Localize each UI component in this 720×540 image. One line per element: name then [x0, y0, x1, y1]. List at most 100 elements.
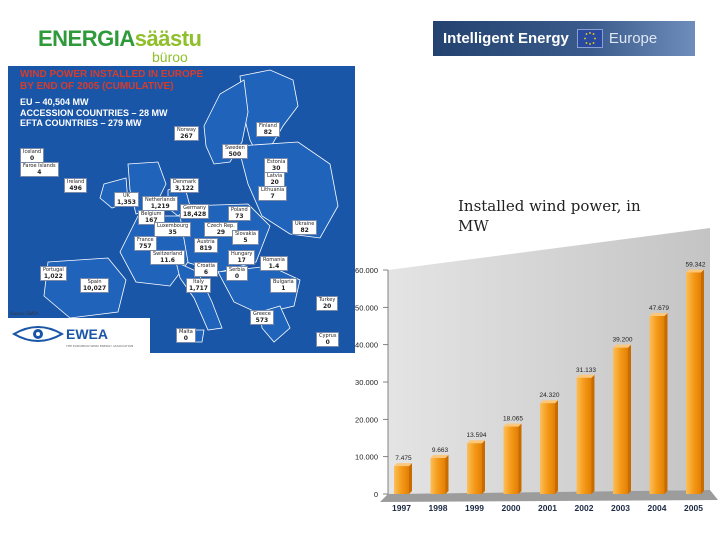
intelligent-energy-europe-logo: Intelligent Energy Europe [433, 21, 695, 56]
map-country-label: Greece 573 [250, 310, 274, 325]
country-name: Netherlands [145, 197, 176, 203]
country-value: 6 [203, 269, 209, 276]
country-name: Germany [183, 205, 207, 211]
country-name: Serbia [229, 267, 245, 273]
country-value: 3,122 [175, 185, 194, 192]
country-name: Ireland [67, 179, 85, 185]
map-country-label: Lithuania 7 [258, 186, 288, 201]
bar-side [701, 269, 704, 494]
bar-value-label: 47.679 [649, 305, 669, 312]
country-name: Poland [231, 207, 248, 213]
x-tick-label: 1999 [465, 503, 484, 513]
country-value: 29 [216, 229, 226, 236]
ewea-eye-icon [12, 326, 64, 342]
country-value: 73 [235, 213, 244, 220]
x-tick-label: 1997 [392, 503, 411, 513]
country-name: Faroe Islands [23, 163, 56, 169]
country-value: 35 [168, 229, 177, 236]
country-name: Italy [193, 279, 204, 285]
y-tick-label: 30.000 [355, 378, 378, 387]
bar-value-label: 18.065 [503, 416, 523, 423]
country-name: Denmark [173, 179, 196, 185]
bar-value-label: 24.320 [540, 392, 560, 399]
country-value: 573 [255, 317, 269, 324]
bar-top [503, 423, 522, 427]
country-name: Lithuania [261, 187, 285, 193]
country-value: 0 [183, 335, 188, 342]
bar-front [576, 377, 592, 494]
bar-top [613, 344, 631, 348]
bar-side [518, 423, 522, 494]
country-value: 0 [325, 339, 330, 346]
map-country-label: Czech Rep. 29 [204, 222, 238, 237]
map-country-label: Italy 1,717 [186, 278, 211, 293]
energia-saastu-logo: ENERGIAsäästu büroo [38, 26, 202, 66]
country-name: Iceland [23, 149, 42, 155]
map-country-label: Poland 73 [228, 206, 251, 221]
chart-caption: Installed wind power, in MW [458, 197, 641, 235]
country-name: Norway [177, 127, 196, 133]
bar [540, 400, 558, 494]
bar-front [649, 315, 665, 494]
country-name: Czech Rep. [207, 223, 235, 229]
country-name: Luxembourg [157, 223, 189, 229]
bar [467, 440, 485, 494]
bar-side [409, 463, 412, 494]
country-name: Finland [259, 123, 277, 129]
bar-front [540, 403, 555, 494]
bar [686, 269, 704, 494]
country-name: Slovakia [235, 231, 256, 237]
europe-wind-map: WIND POWER INSTALLED IN EUROPE BY END OF… [8, 66, 355, 353]
country-value: 82 [300, 227, 309, 234]
country-name: Greece [253, 311, 271, 317]
y-tick-label: 40.000 [355, 341, 378, 350]
y-tick-label: 10.000 [355, 453, 378, 462]
bar [503, 423, 522, 494]
country-value: 1,717 [189, 285, 208, 292]
map-country-label: Latvia 20 [264, 172, 286, 187]
country-name: Portugal [43, 267, 64, 273]
map-country-label: Belgium 167 [138, 210, 165, 225]
bar-side [628, 344, 631, 494]
country-name: Latvia [267, 173, 283, 179]
country-name: Malta [179, 329, 193, 335]
bar-side [591, 374, 595, 494]
map-country-label: Malta 0 [176, 328, 196, 343]
country-value: 1 [281, 285, 286, 292]
chart-svg: 0 10.000 20.000 30.000 40.000 50.000 60.000 7.… [355, 228, 718, 513]
x-tick-label: 2005 [684, 503, 703, 513]
country-value: 82 [263, 129, 273, 136]
country-value: 757 [139, 243, 152, 250]
country-value: 17 [237, 257, 246, 264]
bar-top [576, 374, 595, 378]
bar-top [430, 454, 449, 458]
bar-top [394, 463, 412, 467]
x-tick-label: 1998 [429, 503, 448, 513]
map-country-label: UK 1,353 [114, 192, 139, 207]
bar-value-label: 31.133 [576, 367, 596, 374]
map-source: Source: EWEA [10, 311, 39, 316]
map-country-label: Austria 819 [194, 238, 218, 253]
country-name: Belgium [141, 211, 162, 217]
map-country-label: Switzerland 11.6 [150, 250, 186, 265]
country-value: 496 [69, 185, 82, 192]
bar-front [503, 426, 519, 494]
map-country-label: Iceland 0 [20, 148, 45, 163]
bar-top [649, 312, 668, 316]
bar [576, 374, 595, 494]
country-value: 20 [270, 179, 279, 186]
bar-top [467, 440, 485, 444]
country-value: 4 [37, 169, 42, 176]
map-country-label: Spain 10,027 [80, 278, 110, 293]
country-value: 267 [180, 133, 193, 140]
x-axis-ticks: 1997 1998 1999 2000 2001 2002 2003 2004 2005 [392, 503, 703, 513]
bar [430, 454, 449, 494]
map-country-label: Denmark 3,122 [170, 178, 199, 193]
bar-front [467, 443, 482, 494]
map-country-label: Portugal 1,022 [40, 266, 67, 281]
map-country-label: Sweden 500 [222, 144, 248, 159]
country-name: Croatia [197, 263, 215, 269]
y-axis-ticks: 0 10.000 20.000 30.000 40.000 50.000 60.000 [355, 266, 388, 499]
eu-flag-icon [576, 29, 603, 48]
map-country-label: Serbia 0 [226, 266, 248, 281]
